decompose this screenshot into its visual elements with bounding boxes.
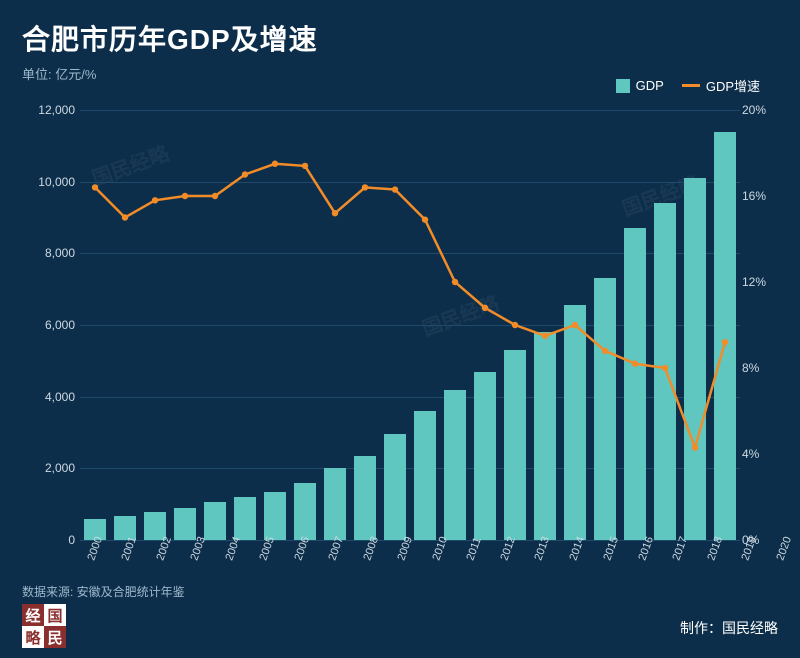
growth-marker bbox=[332, 210, 338, 216]
chart-title: 合肥市历年GDP及增速 bbox=[22, 18, 800, 58]
chart-legend: GDP GDP增速 bbox=[616, 76, 760, 95]
growth-marker bbox=[512, 322, 518, 328]
data-source-label: 数据来源: 安徽及合肥统计年鉴 bbox=[22, 583, 185, 600]
y-left-tick: 2,000 bbox=[45, 461, 75, 475]
chart-area bbox=[80, 110, 740, 540]
seal-char: 国 bbox=[44, 604, 66, 626]
growth-marker bbox=[362, 184, 368, 190]
growth-marker bbox=[482, 305, 488, 311]
growth-marker bbox=[722, 339, 728, 345]
growth-marker bbox=[452, 279, 458, 285]
legend-item-growth: GDP增速 bbox=[682, 76, 760, 95]
x-axis-labels: 2000200120022003200420052006200720082009… bbox=[80, 544, 740, 556]
growth-marker bbox=[422, 216, 428, 222]
growth-marker bbox=[212, 193, 218, 199]
growth-line-path bbox=[95, 164, 725, 448]
x-tick-label: 2019 bbox=[738, 535, 760, 568]
y-axis-right: 0%4%8%12%16%20% bbox=[742, 110, 792, 540]
brand-seal: 经 国 略 民 bbox=[22, 604, 66, 648]
legend-label-gdp: GDP bbox=[636, 78, 664, 93]
growth-marker bbox=[692, 444, 698, 450]
y-left-tick: 12,000 bbox=[38, 103, 75, 117]
growth-marker bbox=[542, 333, 548, 339]
legend-swatch-line bbox=[682, 84, 700, 87]
legend-item-gdp: GDP bbox=[616, 78, 664, 93]
growth-marker bbox=[182, 193, 188, 199]
y-left-tick: 10,000 bbox=[38, 175, 75, 189]
growth-marker bbox=[392, 186, 398, 192]
y-right-tick: 8% bbox=[742, 361, 759, 375]
credit-label: 制作：国民经略 bbox=[680, 618, 778, 638]
y-left-tick: 6,000 bbox=[45, 318, 75, 332]
y-right-tick: 12% bbox=[742, 275, 766, 289]
growth-marker bbox=[632, 361, 638, 367]
growth-marker bbox=[122, 214, 128, 220]
growth-marker bbox=[272, 161, 278, 167]
growth-marker bbox=[602, 348, 608, 354]
growth-marker bbox=[92, 184, 98, 190]
growth-marker bbox=[152, 197, 158, 203]
legend-swatch-bar bbox=[616, 79, 630, 93]
y-right-tick: 4% bbox=[742, 447, 759, 461]
growth-marker bbox=[662, 365, 668, 371]
growth-marker bbox=[242, 171, 248, 177]
legend-label-growth: GDP增速 bbox=[706, 76, 760, 95]
chart-header: 合肥市历年GDP及增速 单位: 亿元/% bbox=[0, 0, 800, 83]
seal-char: 经 bbox=[22, 604, 44, 626]
y-right-tick: 16% bbox=[742, 189, 766, 203]
y-right-tick: 20% bbox=[742, 103, 766, 117]
growth-marker bbox=[302, 163, 308, 169]
y-left-tick: 8,000 bbox=[45, 246, 75, 260]
seal-char: 民 bbox=[44, 626, 66, 648]
seal-char: 略 bbox=[22, 626, 44, 648]
y-left-tick: 4,000 bbox=[45, 390, 75, 404]
y-left-tick: 0 bbox=[68, 533, 75, 547]
growth-marker bbox=[572, 322, 578, 328]
y-axis-left: 02,0004,0006,0008,00010,00012,000 bbox=[20, 110, 75, 540]
chart-line bbox=[80, 110, 740, 540]
